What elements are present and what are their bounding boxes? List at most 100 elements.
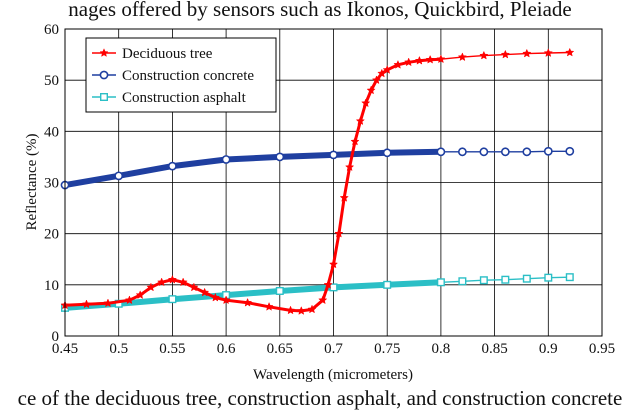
data-point bbox=[242, 297, 253, 307]
data-point bbox=[522, 274, 531, 283]
x-tick-label: 0.6 bbox=[217, 341, 236, 357]
data-point bbox=[425, 54, 435, 64]
legend-entry: Construction asphalt bbox=[92, 90, 247, 106]
data-point bbox=[436, 54, 446, 64]
y-tick-label: 0 bbox=[52, 329, 60, 345]
legend-entry: Construction concrete bbox=[92, 68, 254, 84]
x-axis-label: Wavelength (micrometers) bbox=[253, 367, 413, 383]
data-point bbox=[318, 295, 328, 305]
y-tick-label: 60 bbox=[44, 22, 59, 38]
data-point bbox=[210, 292, 220, 302]
data-point bbox=[103, 298, 113, 308]
data-point bbox=[457, 52, 467, 62]
x-tick-label: 0.7 bbox=[324, 341, 343, 357]
data-point bbox=[114, 171, 124, 181]
x-tick-label: 0.8 bbox=[432, 341, 451, 357]
x-tick-label: 0.9 bbox=[539, 341, 558, 357]
data-point bbox=[264, 301, 274, 311]
legend-label: Construction concrete bbox=[122, 68, 254, 84]
y-tick-label: 50 bbox=[44, 73, 59, 89]
data-point bbox=[168, 295, 177, 304]
data-point bbox=[329, 150, 338, 160]
data-point bbox=[167, 274, 178, 284]
data-point bbox=[383, 280, 392, 289]
data-point bbox=[543, 48, 553, 57]
data-point bbox=[404, 57, 414, 67]
y-tick-label: 20 bbox=[44, 227, 59, 243]
data-point bbox=[436, 278, 445, 287]
data-point bbox=[544, 273, 553, 282]
data-point bbox=[124, 295, 135, 305]
x-tick-label: 0.45 bbox=[52, 341, 78, 357]
series-dense-band bbox=[62, 148, 444, 189]
data-point bbox=[334, 228, 344, 238]
data-point bbox=[323, 279, 333, 289]
data-point bbox=[345, 162, 355, 172]
data-point bbox=[307, 304, 317, 314]
data-point bbox=[350, 136, 360, 146]
data-point bbox=[436, 147, 446, 157]
x-tick-label: 0.75 bbox=[374, 341, 400, 357]
data-point bbox=[328, 259, 339, 269]
plot-frame bbox=[64, 28, 603, 337]
y-tick-labels: 0 10 20 30 40 50 60 bbox=[44, 22, 59, 345]
data-point bbox=[393, 59, 403, 69]
data-point bbox=[221, 295, 231, 305]
series-circle-group bbox=[60, 146, 575, 190]
legend-marker bbox=[99, 70, 109, 80]
data-point bbox=[479, 50, 489, 60]
data-point bbox=[371, 75, 382, 85]
legend-marker bbox=[99, 48, 109, 57]
data-point bbox=[414, 55, 425, 65]
caption-bottom: ce of the deciduous tree, construction a… bbox=[17, 386, 623, 410]
data-point bbox=[500, 49, 510, 59]
data-point bbox=[565, 273, 574, 282]
data-point bbox=[178, 277, 188, 287]
data-point bbox=[135, 290, 145, 299]
data-point bbox=[221, 155, 231, 164]
legend: Deciduous tree Construction concrete Const… bbox=[85, 37, 277, 113]
x-tick-label: 0.5 bbox=[109, 341, 128, 357]
data-point bbox=[382, 65, 392, 74]
data-point bbox=[81, 299, 92, 309]
data-point bbox=[285, 305, 296, 315]
legend-marker bbox=[99, 92, 108, 101]
data-point bbox=[565, 146, 575, 156]
data-point bbox=[500, 147, 510, 157]
data-point bbox=[522, 147, 532, 157]
data-point bbox=[361, 98, 371, 108]
y-axis-label: Reflectance (%) bbox=[24, 133, 40, 230]
data-point bbox=[167, 161, 177, 171]
x-tick-label: 0.65 bbox=[267, 341, 293, 357]
data-point bbox=[366, 85, 376, 95]
y-tick-label: 10 bbox=[44, 278, 59, 294]
data-point bbox=[339, 192, 349, 202]
legend-box bbox=[85, 37, 277, 113]
caption-top: nages offered by sensors such as Ikonos,… bbox=[68, 0, 572, 21]
x-tick-label: 0.55 bbox=[159, 341, 185, 357]
legend-label: Construction asphalt bbox=[122, 90, 247, 106]
data-point bbox=[275, 152, 285, 162]
data-point bbox=[382, 148, 392, 158]
legend-entry: Deciduous tree bbox=[92, 46, 213, 62]
data-point bbox=[355, 116, 365, 126]
series-layer bbox=[60, 47, 575, 315]
series-star-group bbox=[60, 47, 575, 315]
data-point bbox=[157, 277, 167, 287]
data-point bbox=[457, 147, 467, 157]
y-tick-label: 30 bbox=[44, 176, 59, 192]
x-tick-labels: 0.45 0.5 0.55 0.6 0.65 0.7 0.75 0.8 0.85 0.9 0.95 bbox=[52, 341, 615, 357]
y-tick-label: 40 bbox=[44, 124, 59, 140]
data-point bbox=[522, 48, 532, 58]
data-point bbox=[146, 282, 156, 292]
data-point bbox=[458, 277, 467, 286]
legend-label: Deciduous tree bbox=[122, 46, 213, 62]
x-tick-label: 0.95 bbox=[589, 341, 615, 357]
data-point bbox=[479, 276, 488, 285]
data-point bbox=[501, 275, 510, 284]
data-point bbox=[479, 147, 489, 157]
data-point bbox=[329, 283, 338, 292]
x-tick-label: 0.85 bbox=[481, 341, 507, 357]
data-point bbox=[565, 47, 575, 57]
